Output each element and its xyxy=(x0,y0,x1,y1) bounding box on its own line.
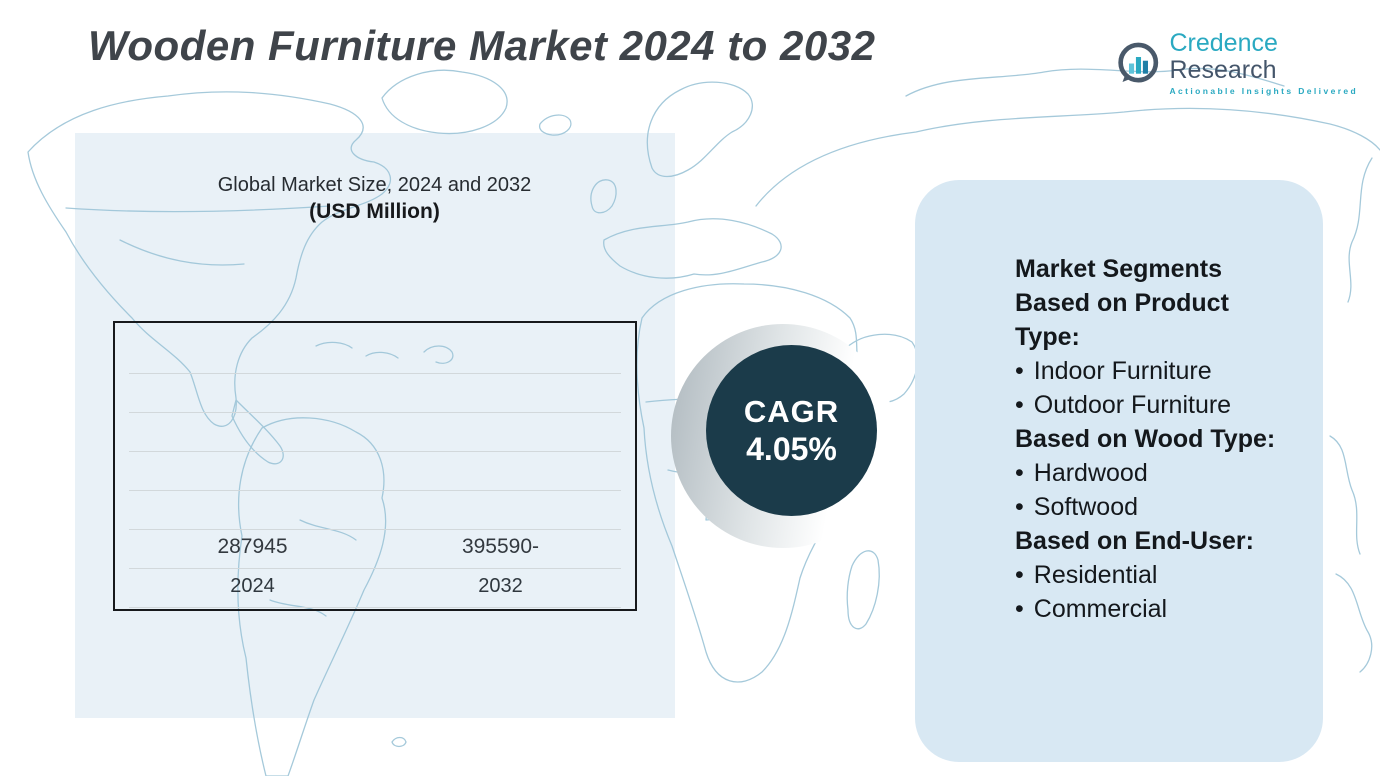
chart-subtitle: (USD Million) xyxy=(309,200,440,223)
segment-bullet: Residential xyxy=(1015,558,1295,592)
bar-chart-logo-icon xyxy=(1118,42,1159,83)
map-madagascar xyxy=(846,550,880,630)
page-title: Wooden Furniture Market 2024 to 2032 xyxy=(88,22,876,69)
segment-bullet: Outdoor Furniture xyxy=(1015,388,1295,422)
brand-name-primary: Credence xyxy=(1169,29,1278,57)
brand-tagline: Actionable Insights Delivered xyxy=(1169,86,1359,96)
brand-logo: Credence Research Actionable Insights De… xyxy=(1116,30,1380,96)
segments-list: Market Segments Based on Product Type:In… xyxy=(1015,252,1295,626)
map-east-asia xyxy=(1329,435,1373,673)
bar-column-2032: 395590- xyxy=(440,535,561,570)
chart-x-axis: 2024 2032 xyxy=(115,575,635,607)
segment-header: Based on Wood Type: xyxy=(1015,425,1276,453)
segment-header: Market Segments Based on Product Type: xyxy=(1015,255,1229,351)
brand-text: Credence Research Actionable Insights De… xyxy=(1169,30,1380,97)
bar-column-2024: 287945 xyxy=(192,535,313,570)
chart-plot-area: 287945 395590- xyxy=(115,323,635,570)
brand-name: Credence Research xyxy=(1170,30,1380,84)
map-island xyxy=(391,736,407,748)
bar-value-label-2032: 395590- xyxy=(461,535,540,558)
segment-bullet: Softwood xyxy=(1015,490,1295,524)
map-greenland xyxy=(381,69,508,135)
segment-bullet: Hardwood xyxy=(1015,456,1295,490)
map-pacific-coast xyxy=(1347,157,1373,303)
segments-panel: Market Segments Based on Product Type:In… xyxy=(915,180,1323,762)
x-axis-label-2032: 2032 xyxy=(478,575,523,597)
chart-title-block: Global Market Size, 2024 and 2032 (USD M… xyxy=(112,172,637,226)
segment-bullet: Commercial xyxy=(1015,592,1295,626)
chart-title: Global Market Size, 2024 and 2032 xyxy=(217,174,532,196)
bar-chart: 287945 395590- 2024 2032 xyxy=(113,321,637,611)
brand-name-secondary: Research xyxy=(1169,56,1277,84)
cagr-badge: CAGR 4.05% xyxy=(706,345,877,516)
segment-header: Based on End-User: xyxy=(1015,527,1254,555)
cagr-value: 4.05% xyxy=(746,430,837,467)
x-axis-label-2024: 2024 xyxy=(230,575,275,597)
bar-value-label-2024: 287945 xyxy=(217,535,288,558)
cagr-label: CAGR xyxy=(743,393,840,429)
segment-bullet: Indoor Furniture xyxy=(1015,354,1295,388)
